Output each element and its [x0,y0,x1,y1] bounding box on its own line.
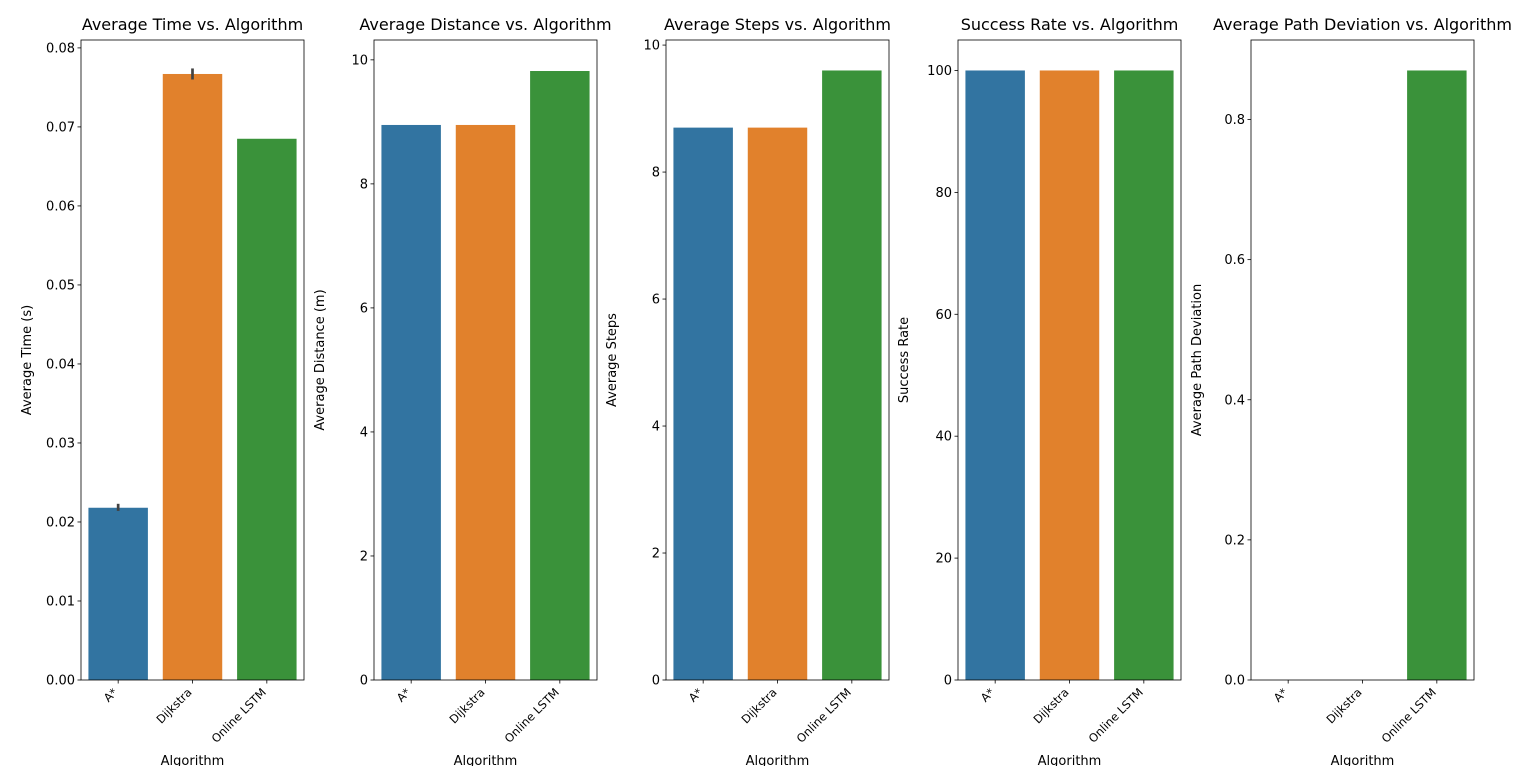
chart-title: Average Path Deviation vs. Algorithm [1213,15,1512,34]
y-tick-label: 0.03 [46,436,75,451]
x-tick-label: Online LSTM [1379,685,1439,745]
y-tick-label: 0.6 [1224,253,1245,268]
x-axis-label: Algorithm [1038,754,1102,766]
y-axis-label: Success Rate [897,317,912,403]
x-axis-label: Algorithm [1331,754,1395,766]
y-tick-label: 0.08 [46,41,75,56]
x-tick-label: Dijkstra [738,685,779,726]
x-axis-label: Algorithm [454,754,518,766]
x-tick-label: Dijkstra [153,685,194,726]
x-tick-label: A* [978,685,998,705]
y-tick-label: 80 [935,186,952,201]
bar-online-lstm[interactable] [1114,70,1174,680]
y-tick-label: 60 [935,308,952,323]
x-tick-label: A* [394,685,414,705]
y-tick-label: 8 [652,166,660,181]
chart-panel-3: 0 2 4 6 8 10 A* Dijkstra Online LSTM Average Step… [605,15,891,766]
bar-a-[interactable] [88,507,148,680]
bar-online-lstm[interactable] [1407,70,1467,680]
x-tick-label: A* [686,685,706,705]
chart-panel-1: 0.00 0.01 0.02 0.03 0.04 0.05 0.06 0.07 0.08 A* Di… [20,15,305,766]
y-tick-label: 0.06 [46,199,75,214]
y-tick-label: 10 [643,39,660,54]
y-tick-label: 0.04 [46,357,75,372]
chart-panel-4: 0 20 40 60 80 100 A* Dijkstra Online LSTM Success… [897,15,1182,766]
y-axis-label: Average Time (s) [20,305,35,415]
y-tick-label: 0.07 [46,120,75,135]
x-tick-label: Online LSTM [209,685,269,745]
bar-dijkstra[interactable] [455,124,516,680]
chart-title: Average Steps vs. Algorithm [664,15,891,34]
x-tick-label: Dijkstra [1030,685,1071,726]
x-axis-label: Algorithm [746,754,810,766]
y-tick-label: 2 [360,549,368,564]
bar-a-[interactable] [381,124,441,680]
y-tick-label: 8 [360,177,368,192]
bar-online-lstm[interactable] [822,70,882,680]
y-axis-label: Average Path Deviation [1190,284,1205,436]
y-tick-label: 0 [944,674,952,689]
y-tick-label: 40 [935,430,952,445]
y-axis-label: Average Distance (m) [313,289,328,430]
chart-panel-5: 0.0 0.2 0.4 0.6 0.8 A* Dijkstra Online LSTM Aver… [1190,15,1512,766]
bar-online-lstm[interactable] [530,71,590,680]
bar-online-lstm[interactable] [237,138,297,680]
chart-title: Average Distance vs. Algorithm [359,15,611,34]
x-axis-label: Algorithm [161,754,225,766]
y-tick-label: 0 [360,674,368,689]
bar-dijkstra[interactable] [747,127,808,681]
y-tick-label: 10 [351,53,368,68]
y-tick-label: 0.01 [46,594,75,609]
y-tick-label: 0.4 [1224,393,1245,408]
y-tick-label: 0.8 [1224,113,1245,128]
x-tick-label: Dijkstra [446,685,487,726]
y-tick-label: 0.2 [1224,533,1245,548]
y-tick-label: 0.00 [46,674,75,689]
bar-dijkstra[interactable] [1039,70,1100,680]
bar-a-[interactable] [965,70,1025,680]
x-tick-label: Online LSTM [1086,685,1146,745]
y-tick-label: 100 [927,64,952,79]
y-tick-label: 6 [360,301,368,316]
y-tick-label: 6 [652,293,660,308]
y-tick-label: 0.02 [46,515,75,530]
x-tick-label: A* [1271,685,1291,705]
y-tick-label: 2 [652,547,660,562]
x-tick-label: A* [101,685,121,705]
bar-dijkstra[interactable] [162,73,223,680]
chart-title: Success Rate vs. Algorithm [961,15,1179,34]
x-tick-label: Online LSTM [794,685,854,745]
y-tick-label: 4 [652,420,660,435]
y-tick-label: 0.05 [46,278,75,293]
x-tick-label: Online LSTM [502,685,562,745]
x-tick-label: Dijkstra [1323,685,1364,726]
bar-a-[interactable] [673,127,733,681]
chart-title: Average Time vs. Algorithm [82,15,303,34]
y-tick-label: 20 [935,552,952,567]
y-axis-label: Average Steps [605,313,620,407]
y-tick-label: 0 [652,674,660,689]
y-tick-label: 4 [360,425,368,440]
chart-panel-2: 0 2 4 6 8 10 A* Dijkstra Online LSTM Average Dist… [313,15,612,766]
y-tick-label: 0.0 [1224,674,1245,689]
